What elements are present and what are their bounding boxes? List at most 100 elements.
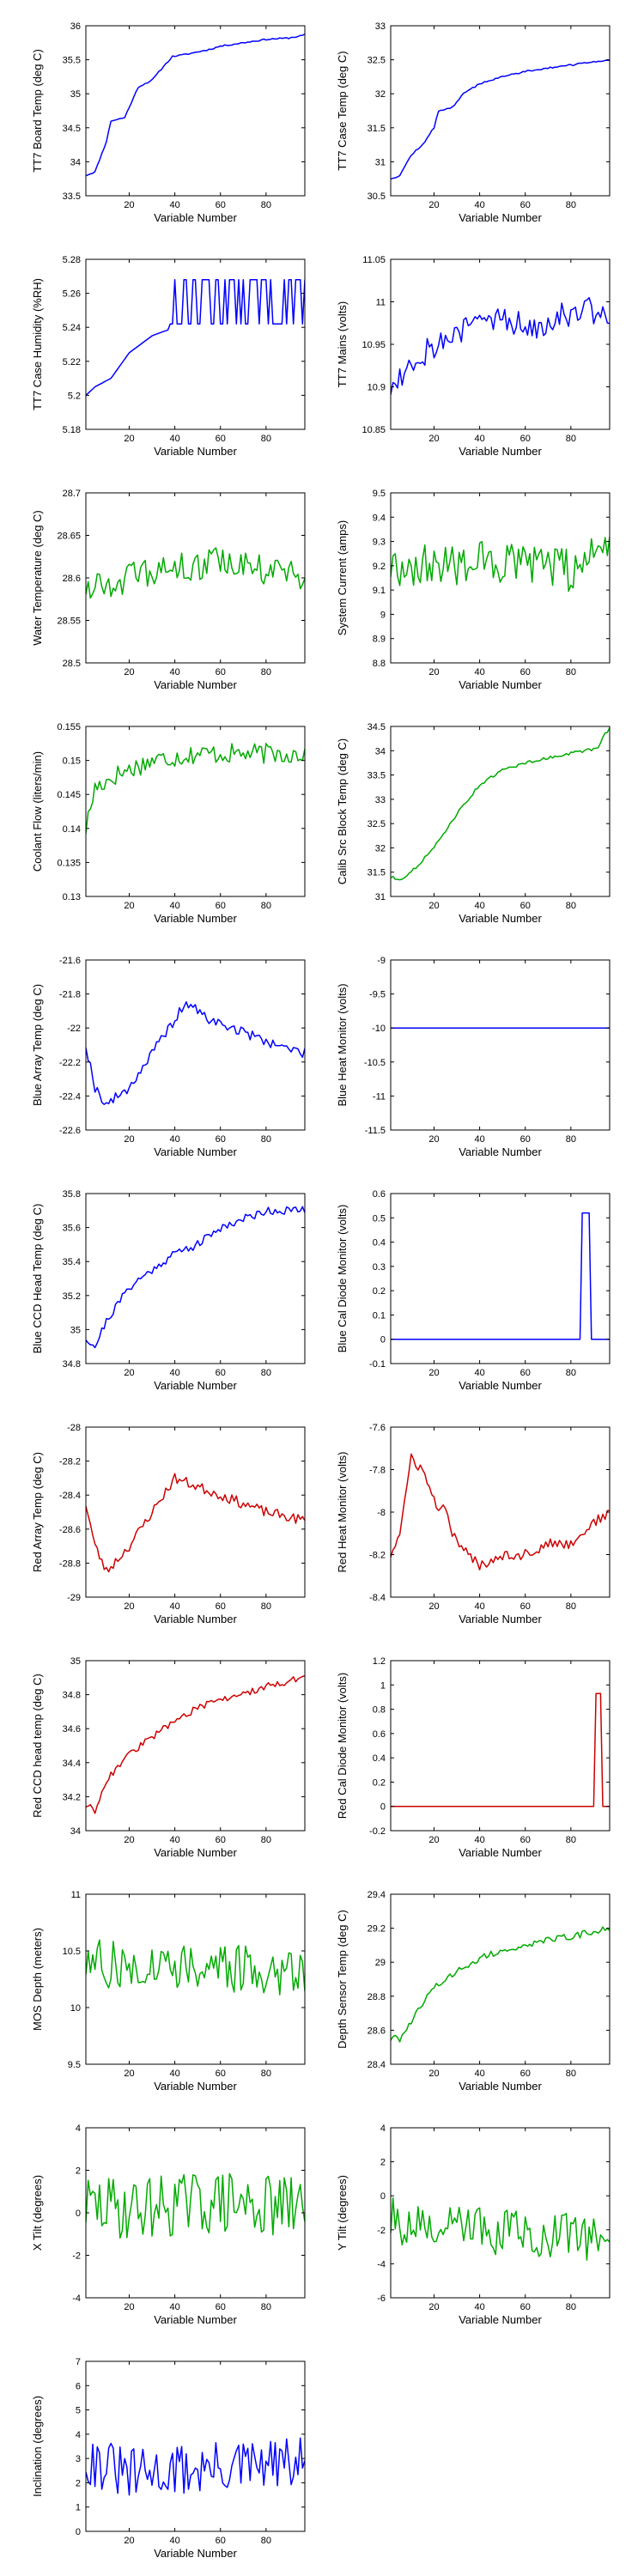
x-tick-label: 40 [169,901,179,911]
chart-panel-17: 20 40 60 80 9.5 10 10.5 11 Variable Number MOS De… [31,1890,306,2093]
x-tick-label: 40 [169,1835,179,1845]
x-tick-label: 40 [474,2069,484,2079]
y-tick-label: 0.4 [373,1238,386,1249]
plot-frame [390,726,611,897]
plot-frame [390,1893,611,2065]
y-tick-label: -10 [372,1024,386,1034]
y-tick-label: 35.8 [63,1189,81,1200]
y-tick-label: 0.3 [373,1262,386,1273]
chart-panel-10: 20 40 60 80 -11.5 -11 -10.5 -10 -9.5 -9 Variable N… [336,956,611,1158]
y-axis-label: X Tilt (degrees) [31,2175,44,2251]
x-axis-label: Variable Number [459,678,542,691]
chart-panel-18: 20 40 60 80 28.4 28.6 28.8 29 29.2 29.4 Variable N… [336,1890,611,2093]
x-axis-label: Variable Number [154,678,237,691]
y-tick-label: 35 [70,1656,81,1667]
y-tick-label: -29 [67,1593,81,1603]
series-line [86,743,305,834]
plot-frame [390,1193,611,1364]
x-tick-label: 20 [124,1368,134,1378]
y-tick-label: 5.26 [63,289,81,300]
x-tick-label: 20 [124,667,134,677]
x-tick-label: 40 [474,200,484,210]
x-tick-label: 20 [428,901,439,911]
y-tick-label: 35 [70,89,81,100]
x-tick-label: 20 [428,2069,439,2079]
y-tick-label: -22.2 [59,1058,81,1068]
y-tick-label: 28.5 [63,659,81,669]
x-tick-label: 40 [474,667,484,677]
series-line [86,33,305,177]
y-tick-label: 2 [76,2166,81,2177]
series-line [86,2437,305,2496]
chart-panel-8: 20 40 60 80 31 31.5 32 32.5 33 33.5 34 34.5 Variable… [336,722,611,925]
y-tick-label: 9.4 [373,513,386,523]
y-tick-label: -0.1 [369,1359,386,1370]
y-tick-label: 11 [376,298,386,308]
y-axis-label: Coolant Flow (liters/min) [31,751,44,872]
y-tick-label: 4 [380,2123,386,2134]
y-tick-label: -11.5 [365,1126,386,1136]
y-tick-label: 0.4 [373,1753,386,1764]
y-axis-label: Red CCD head temp (deg C) [31,1674,44,1818]
y-tick-label: 34.8 [63,1691,81,1701]
y-tick-label: 2 [380,2158,386,2168]
y-tick-label: 3 [76,2454,81,2464]
x-tick-label: 40 [169,2302,179,2312]
x-tick-label: 80 [261,2302,271,2312]
y-tick-label: 33.5 [63,191,81,202]
series-line [391,1926,610,2043]
y-tick-label: 0.6 [373,1729,386,1740]
x-tick-label: 20 [428,1134,439,1145]
x-tick-label: 20 [428,434,439,444]
y-tick-label: -22.4 [59,1091,81,1102]
x-tick-label: 20 [428,2302,439,2312]
plot-frame [390,1660,611,1832]
y-tick-label: 10.95 [361,340,386,350]
plot-frame [85,1193,306,1364]
y-tick-label: 9.1 [373,586,386,596]
x-tick-label: 60 [216,200,226,210]
y-axis-label: Water Temperature (deg C) [31,510,44,646]
x-tick-label: 40 [169,434,179,444]
x-tick-label: 20 [124,1601,134,1612]
y-tick-label: -28 [67,1423,81,1433]
x-axis-label: Variable Number [154,2313,237,2326]
y-axis-label: TT7 Case Humidity (%RH) [31,278,44,410]
y-tick-label: -0.2 [369,1826,386,1837]
y-tick-label: 1 [76,2503,81,2513]
y-axis-label: Blue Array Temp (deg C) [31,984,44,1106]
x-axis-label: Variable Number [459,211,542,224]
y-tick-label: 32.5 [368,819,386,829]
x-tick-label: 40 [169,667,179,677]
series-line [86,1001,305,1105]
x-tick-label: 40 [474,1835,484,1845]
x-tick-label: 60 [216,1601,226,1612]
x-tick-label: 80 [566,1134,576,1145]
x-tick-label: 80 [261,434,271,444]
x-tick-label: 80 [261,200,271,210]
y-tick-label: 28.6 [63,574,81,584]
y-tick-label: -7.8 [369,1466,386,1476]
y-tick-label: 10.85 [361,425,386,435]
y-tick-label: 0 [76,2527,81,2537]
chart-panel-14: 20 40 60 80 -8.4 -8.2 -8 -7.8 -7.6 Variable Numbe… [336,1423,611,1625]
y-tick-label: -8.4 [369,1593,386,1603]
y-tick-label: 0.145 [57,790,81,800]
y-tick-label: -9 [377,956,386,966]
series-line [86,1939,305,1996]
x-tick-label: 80 [566,2069,576,2079]
y-axis-label: System Current (amps) [336,520,349,635]
x-axis-label: Variable Number [154,1145,237,1158]
y-axis-label: Red Heat Monitor (volts) [336,1452,349,1573]
x-axis-label: Variable Number [459,1379,542,1392]
y-tick-label: 32 [375,89,386,100]
y-tick-label: 0.2 [373,1777,386,1788]
x-axis-label: Variable Number [459,1846,542,1859]
y-tick-label: 29.4 [368,1890,386,1900]
y-tick-label: 0 [380,1335,386,1346]
series-line [391,59,610,180]
x-tick-label: 60 [520,2302,531,2312]
x-tick-label: 80 [261,2069,271,2079]
y-tick-label: -4 [72,2293,81,2304]
